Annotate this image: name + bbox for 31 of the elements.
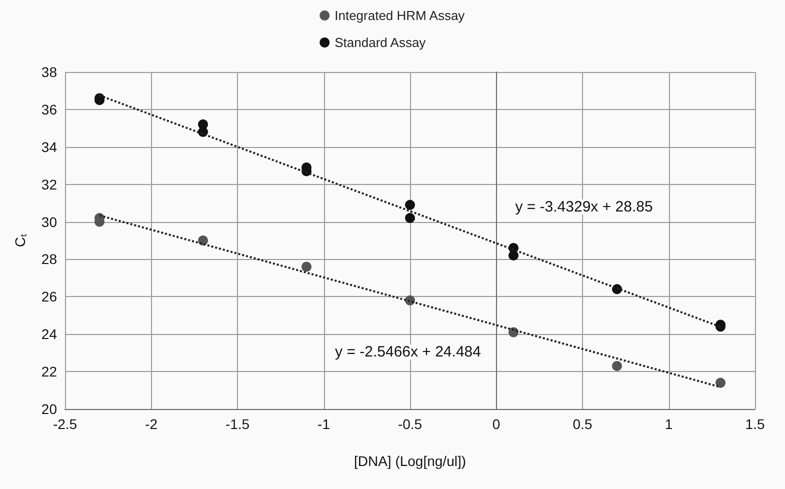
- y-tick-label: 24: [41, 326, 58, 342]
- legend-label: Standard Assay: [334, 35, 426, 50]
- x-tick-label: 1.5: [745, 416, 765, 432]
- x-axis-title: [DNA] (Log[ng/ul]): [354, 453, 466, 469]
- y-tick-label: 22: [41, 364, 58, 380]
- x-tick-label: 1: [664, 416, 673, 432]
- annotation: y = -2.5466x + 24.484: [335, 344, 481, 360]
- y-tick-label: 34: [41, 138, 58, 155]
- y-tick-label: 26: [41, 288, 58, 305]
- point: [405, 213, 415, 224]
- y-tick-label: 30: [41, 214, 58, 230]
- x-tick-label: -2: [145, 416, 158, 432]
- legend-label: Integrated HRM Assay: [334, 8, 466, 23]
- y-axis-title: Cₜ: [12, 232, 28, 248]
- y-tick-label: 38: [41, 64, 58, 80]
- x-tick-label: 0: [492, 416, 500, 432]
- x-tick-label: -1.5: [225, 416, 250, 432]
- x-tick-label: -2.5: [52, 416, 78, 432]
- point: [508, 250, 518, 260]
- y-tick-label: 20: [41, 401, 58, 417]
- point: [405, 200, 415, 210]
- x-tick-label: -1: [318, 416, 330, 432]
- annotation: y = -3.4329x + 28.85: [515, 198, 653, 216]
- point: [302, 262, 312, 272]
- x-tick-label: 0.5: [572, 416, 592, 432]
- point: [716, 378, 726, 388]
- y-tick-label: 36: [41, 101, 58, 118]
- x-tick-label: -0.5: [398, 416, 422, 432]
- y-tick-label: 28: [41, 251, 58, 268]
- point: [612, 360, 622, 371]
- y-tick-label: 32: [41, 176, 58, 192]
